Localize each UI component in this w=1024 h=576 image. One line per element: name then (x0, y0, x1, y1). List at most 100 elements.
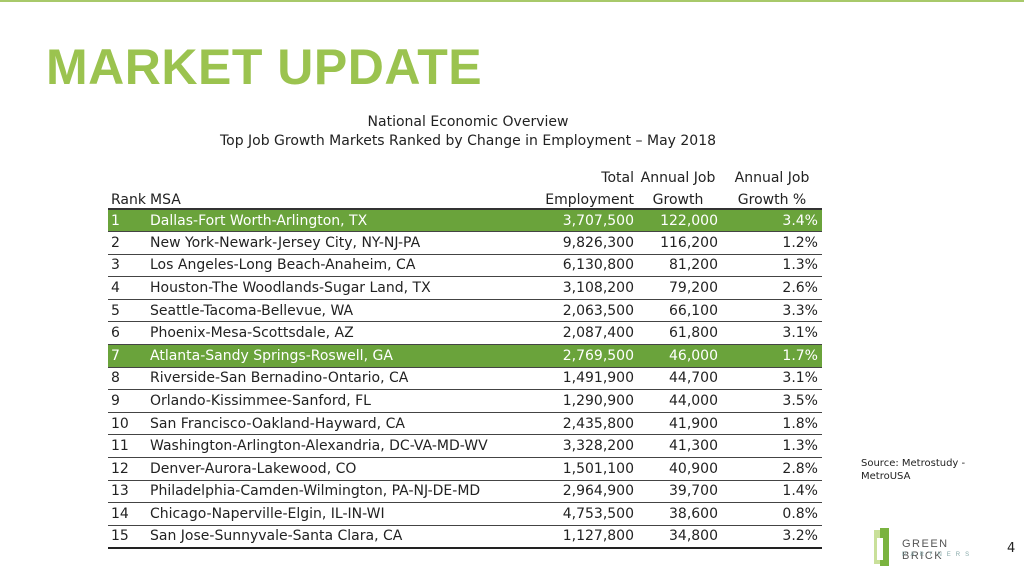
cell-msa: Riverside-San Bernadino-Ontario, CA (148, 367, 532, 391)
table-row: 14 Chicago-Naperville-Elgin, IL-IN-WI 4,75… (108, 502, 822, 526)
source-note: Source: Metrostudy - MetroUSA (861, 458, 966, 482)
cell-job-growth: 81,200 (636, 254, 724, 278)
header-employment: Employment (532, 186, 636, 210)
cell-job-growth: 40,900 (636, 457, 724, 481)
cell-growth-pct: 1.3% (724, 254, 822, 278)
table-row: 7 Atlanta-Sandy Springs-Roswell, GA 2,769,… (108, 344, 822, 368)
cell-employment: 2,769,500 (532, 344, 636, 368)
cell-employment: 2,964,900 (532, 480, 636, 504)
cell-growth-pct: 1.4% (724, 480, 822, 504)
cell-msa: Philadelphia-Camden-Wilmington, PA-NJ-DE… (148, 480, 532, 504)
cell-employment: 1,127,800 (532, 525, 636, 549)
cell-job-growth: 61,800 (636, 321, 724, 346)
job-growth-table: Total Annual Job Annual Job Rank MSA Emp… (108, 163, 822, 549)
cell-growth-pct: 2.6% (724, 276, 822, 300)
table-row: 12 Denver-Aurora-Lakewood, CO 1,501,100 40,… (108, 457, 822, 481)
cell-msa: Orlando-Kissimmee-Sanford, FL (148, 389, 532, 413)
cell-growth-pct: 0.8% (724, 502, 822, 526)
cell-msa: New York-Newark-Jersey City, NY-NJ-PA (148, 231, 532, 255)
cell-rank: 14 (108, 502, 148, 526)
cell-msa: San Jose-Sunnyvale-Santa Clara, CA (148, 525, 532, 549)
cell-employment: 1,501,100 (532, 457, 636, 481)
cell-growth-pct: 3.1% (724, 367, 822, 391)
table-row: 10 San Francisco-Oakland-Hayward, CA 2,435… (108, 412, 822, 436)
cell-job-growth: 38,600 (636, 502, 724, 526)
table-row: 5 Seattle-Tacoma-Bellevue, WA 2,063,500 66,… (108, 299, 822, 323)
table-subheading: Top Job Growth Markets Ranked by Change … (219, 133, 717, 149)
cell-job-growth: 39,700 (636, 480, 724, 504)
cell-growth-pct: 1.8% (724, 412, 822, 436)
cell-employment: 1,491,900 (532, 367, 636, 391)
cell-job-growth: 66,100 (636, 299, 724, 323)
table-row: 6 Phoenix-Mesa-Scottsdale, AZ 2,087,400 61,… (108, 321, 822, 346)
cell-employment: 2,435,800 (532, 412, 636, 436)
cell-rank: 13 (108, 480, 148, 504)
page-number: 4 (1007, 541, 1016, 556)
header-msa: MSA (148, 186, 532, 210)
cell-employment: 3,108,200 (532, 276, 636, 300)
green-brick-logo-icon (874, 528, 890, 566)
cell-rank: 7 (108, 344, 148, 368)
table-header-row: Rank MSA Employment Growth Growth % (108, 186, 822, 210)
cell-rank: 10 (108, 412, 148, 436)
table-row: 11 Washington-Arlington-Alexandria, DC-VA… (108, 434, 822, 459)
cell-job-growth: 44,700 (636, 367, 724, 391)
cell-rank: 3 (108, 254, 148, 278)
cell-msa: Dallas-Fort Worth-Arlington, TX (148, 209, 532, 233)
logo-name: GREEN BRICK (902, 538, 949, 562)
cell-growth-pct: 2.8% (724, 457, 822, 481)
cell-job-growth: 79,200 (636, 276, 724, 300)
cell-rank: 15 (108, 525, 148, 549)
table-body: 1 Dallas-Fort Worth-Arlington, TX 3,707,50… (108, 209, 822, 549)
cell-rank: 6 (108, 321, 148, 346)
cell-job-growth: 41,900 (636, 412, 724, 436)
table-row: 8 Riverside-San Bernadino-Ontario, CA 1,49… (108, 367, 822, 391)
header-employment-top: Total (601, 170, 634, 186)
table-row: 1 Dallas-Fort Worth-Arlington, TX 3,707,50… (108, 209, 822, 233)
cell-rank: 9 (108, 389, 148, 413)
cell-msa: Denver-Aurora-Lakewood, CO (148, 457, 532, 481)
company-logo: GREEN BRICK PARTNERS (874, 528, 994, 568)
cell-job-growth: 122,000 (636, 209, 724, 233)
cell-job-growth: 46,000 (636, 344, 724, 368)
header-growth-pct-top: Annual Job (734, 170, 810, 186)
cell-employment: 1,290,900 (532, 389, 636, 413)
top-divider (0, 0, 1024, 2)
table-row: 13 Philadelphia-Camden-Wilmington, PA-NJ-… (108, 480, 822, 504)
cell-msa: Los Angeles-Long Beach-Anaheim, CA (148, 254, 532, 278)
cell-job-growth: 116,200 (636, 231, 724, 255)
cell-msa: Washington-Arlington-Alexandria, DC-VA-M… (148, 434, 532, 459)
cell-rank: 2 (108, 231, 148, 255)
cell-growth-pct: 3.2% (724, 525, 822, 549)
cell-employment: 3,328,200 (532, 434, 636, 459)
cell-msa: Phoenix-Mesa-Scottsdale, AZ (148, 321, 532, 346)
cell-rank: 4 (108, 276, 148, 300)
cell-growth-pct: 3.5% (724, 389, 822, 413)
cell-rank: 12 (108, 457, 148, 481)
logo-subtitle: PARTNERS (902, 552, 975, 558)
table-row: 2 New York-Newark-Jersey City, NY-NJ-PA 9,… (108, 231, 822, 255)
header-rank: Rank (108, 186, 148, 210)
cell-growth-pct: 3.4% (724, 209, 822, 233)
cell-growth-pct: 1.7% (724, 344, 822, 368)
cell-employment: 4,753,500 (532, 502, 636, 526)
cell-msa: Houston-The Woodlands-Sugar Land, TX (148, 276, 532, 300)
cell-employment: 6,130,800 (532, 254, 636, 278)
cell-job-growth: 44,000 (636, 389, 724, 413)
cell-rank: 11 (108, 434, 148, 459)
table-row: 4 Houston-The Woodlands-Sugar Land, TX 3,1… (108, 276, 822, 300)
cell-msa: Atlanta-Sandy Springs-Roswell, GA (148, 344, 532, 368)
cell-employment: 2,063,500 (532, 299, 636, 323)
table-header-row-top: Total Annual Job Annual Job (108, 163, 822, 186)
cell-job-growth: 41,300 (636, 434, 724, 459)
cell-employment: 9,826,300 (532, 231, 636, 255)
cell-rank: 1 (108, 209, 148, 233)
cell-employment: 3,707,500 (532, 209, 636, 233)
table-heading: National Economic Overview (367, 114, 569, 130)
cell-employment: 2,087,400 (532, 321, 636, 346)
page-title: MARKET UPDATE (46, 39, 483, 95)
cell-growth-pct: 3.3% (724, 299, 822, 323)
cell-rank: 5 (108, 299, 148, 323)
cell-msa: Chicago-Naperville-Elgin, IL-IN-WI (148, 502, 532, 526)
cell-growth-pct: 3.1% (724, 321, 822, 346)
